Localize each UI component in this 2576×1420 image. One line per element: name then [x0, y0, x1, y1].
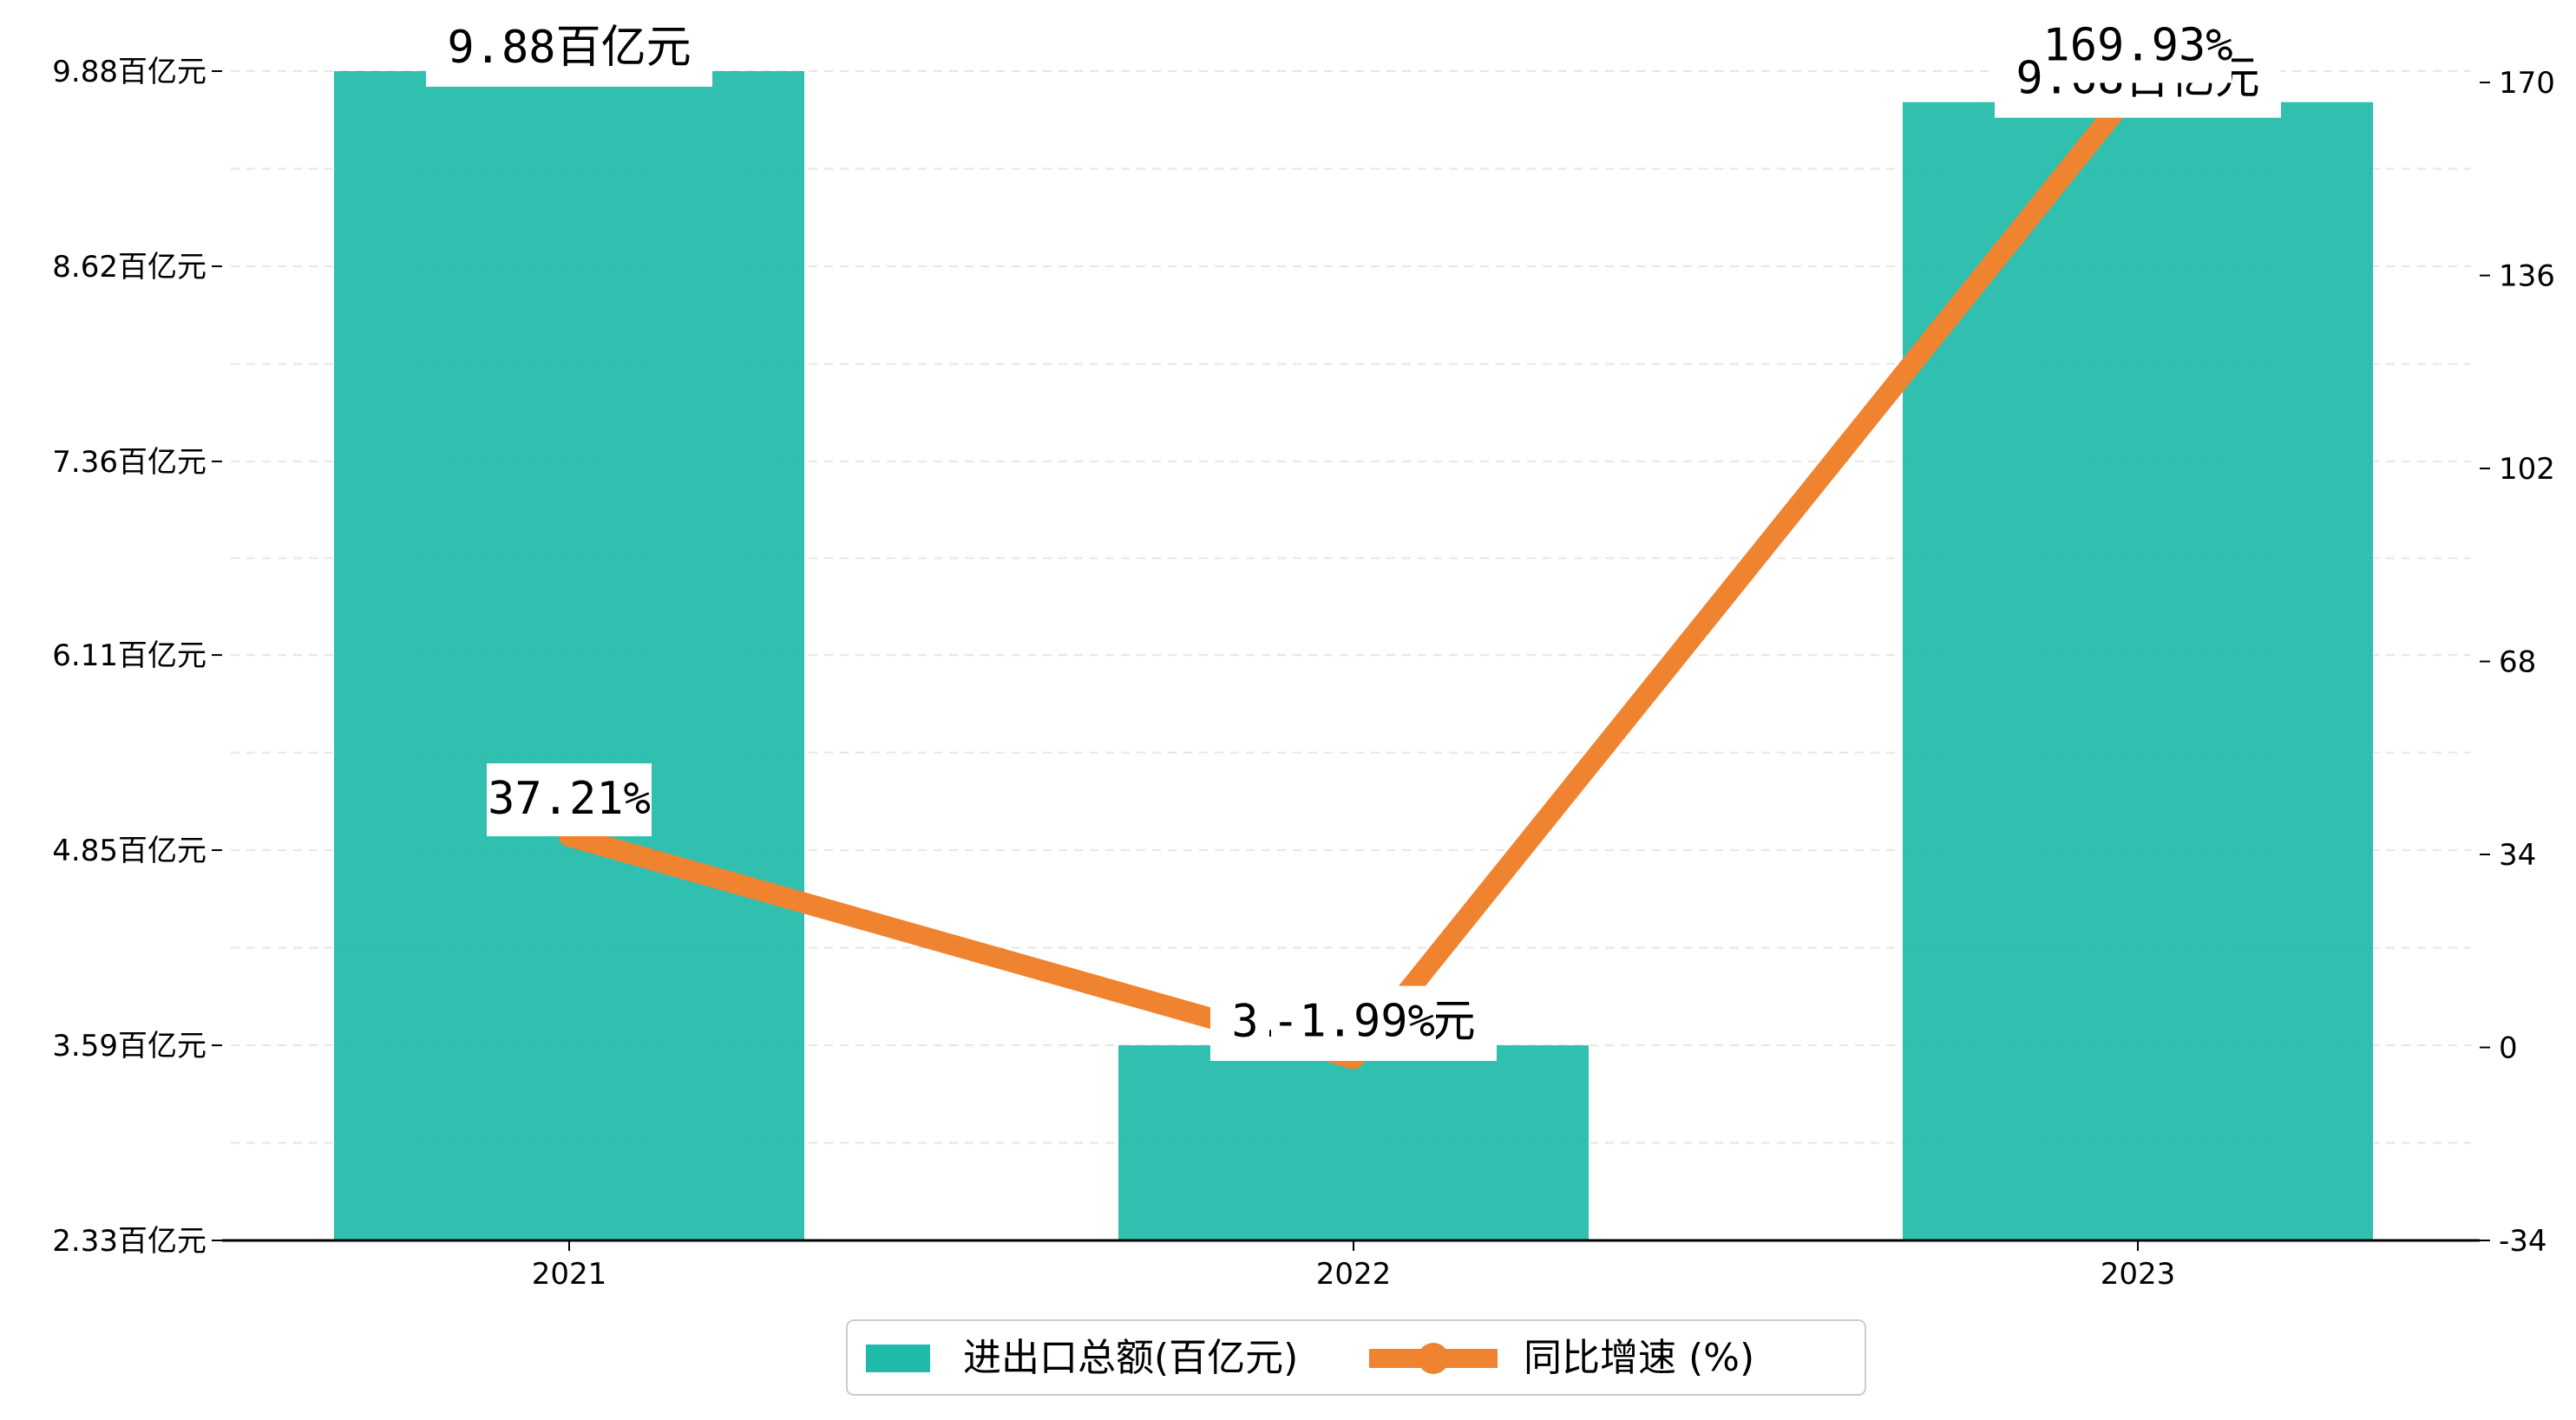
line-value-label-box [1271, 985, 1436, 1059]
left-tick-label: 9.88百亿元 [52, 55, 206, 89]
bar-2022 [1118, 1045, 1589, 1240]
legend-line-marker [1418, 1343, 1449, 1374]
right-tick-label: 34 [2499, 838, 2536, 873]
right-tick-label: 102 [2499, 452, 2555, 487]
left-tick-label: 2.33百亿元 [52, 1224, 206, 1259]
line-value-label: 169.93% [2042, 20, 2232, 72]
right-tick-label: -34 [2499, 1224, 2547, 1259]
line-value-label: 37.21% [488, 773, 651, 825]
axes: 2.33百亿元 3.59百亿元 4.85百亿元 6.11百亿元 7.36百亿元 8.62百… [52, 55, 2555, 1292]
legend-bar-swatch [866, 1345, 930, 1372]
right-tick-label: 170 [2499, 66, 2555, 101]
x-tick-label: 2023 [2101, 1257, 2176, 1292]
line-value-label-box [2044, 10, 2232, 83]
left-tick-label: 4.85百亿元 [52, 834, 206, 868]
x-tick-label: 2022 [1316, 1257, 1392, 1292]
left-tick-label: 7.36百亿元 [52, 445, 206, 480]
right-tick-label: 68 [2499, 645, 2536, 680]
right-tick-label: 136 [2499, 259, 2555, 294]
bar-value-label: 9.88百亿元 [447, 22, 691, 74]
legend-box [846, 1319, 1866, 1396]
line-value-label: -1.99% [1272, 996, 1435, 1048]
right-tick-label: 0 [2499, 1031, 2518, 1066]
bar-2021 [334, 71, 804, 1240]
legend-bar-label: 进出口总额(百亿元) [963, 1336, 1298, 1380]
growth-line [566, 76, 2147, 1070]
legend: 进出口总额(百亿元) 同比增速 (%) [846, 1319, 1866, 1396]
legend-line-label: 同比增速 (%) [1524, 1336, 1754, 1380]
left-tick-label: 8.62百亿元 [52, 250, 206, 285]
x-tick-label: 2021 [532, 1257, 607, 1292]
line-value-label-box [487, 763, 652, 837]
bar-value-label-box [426, 17, 712, 87]
left-tick-label: 3.59百亿元 [52, 1029, 206, 1063]
left-tick-label: 6.11百亿元 [52, 638, 206, 673]
